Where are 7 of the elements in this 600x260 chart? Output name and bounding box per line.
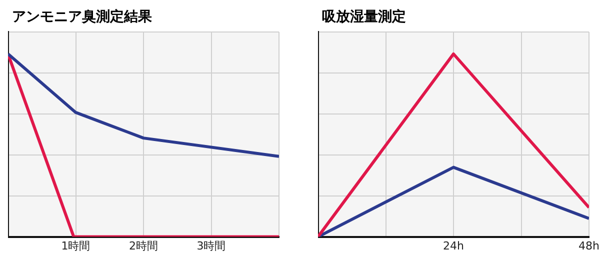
chart-title: アンモニア臭測定結果 [11, 8, 153, 27]
chart-title: 吸放湿量測定 [321, 8, 407, 27]
x-tick-label: 3時間 [196, 239, 226, 252]
x-tick-label: 24h [443, 239, 464, 252]
x-tick-label: 1時間 [61, 239, 90, 252]
x-tick-label: 2時間 [129, 239, 158, 252]
x-tick-label: 48h [578, 239, 600, 252]
